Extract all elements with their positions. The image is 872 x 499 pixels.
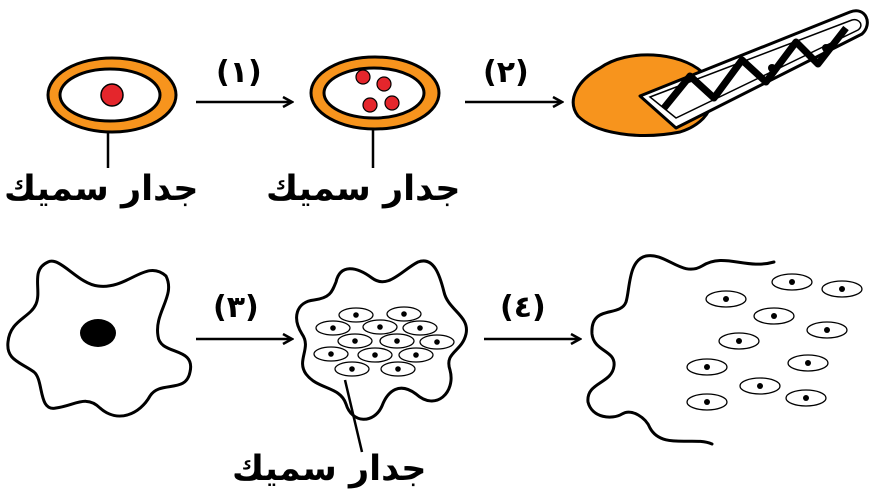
coiled-filament-icon bbox=[661, 25, 849, 111]
nucleus-red-icon bbox=[384, 95, 400, 111]
ruptured-amoeba-released-cells bbox=[586, 254, 863, 446]
wall-label-2: جدار سميك bbox=[266, 169, 461, 209]
nucleus-dot-icon bbox=[768, 64, 776, 72]
nucleus-red-icon bbox=[355, 69, 371, 85]
step-label-3: (٣) bbox=[213, 290, 259, 325]
step-label-1: (١) bbox=[216, 55, 262, 90]
wall-label-3: جدار سميك bbox=[232, 449, 427, 489]
wall-label-1: جدار سميك bbox=[4, 169, 199, 209]
cyst-four-nuclei bbox=[309, 55, 441, 168]
nucleus-dot-icon bbox=[822, 44, 830, 52]
daughter-cells-group bbox=[313, 306, 455, 377]
step-label-2: (٢) bbox=[483, 55, 529, 90]
nucleus-red-icon bbox=[362, 97, 378, 113]
wall-pointer-line-3 bbox=[343, 379, 364, 453]
amoeba-single-nucleus bbox=[6, 259, 193, 418]
amoeba-multiple-nuclei bbox=[295, 259, 468, 453]
nucleus-red-icon bbox=[100, 83, 124, 107]
step-label-4: (٤) bbox=[500, 290, 546, 325]
cyst-with-emerging-tube bbox=[571, 9, 869, 137]
cyst-single-nucleus bbox=[46, 56, 178, 168]
nucleus-black-icon bbox=[80, 319, 116, 347]
nucleus-red-icon bbox=[376, 76, 392, 92]
